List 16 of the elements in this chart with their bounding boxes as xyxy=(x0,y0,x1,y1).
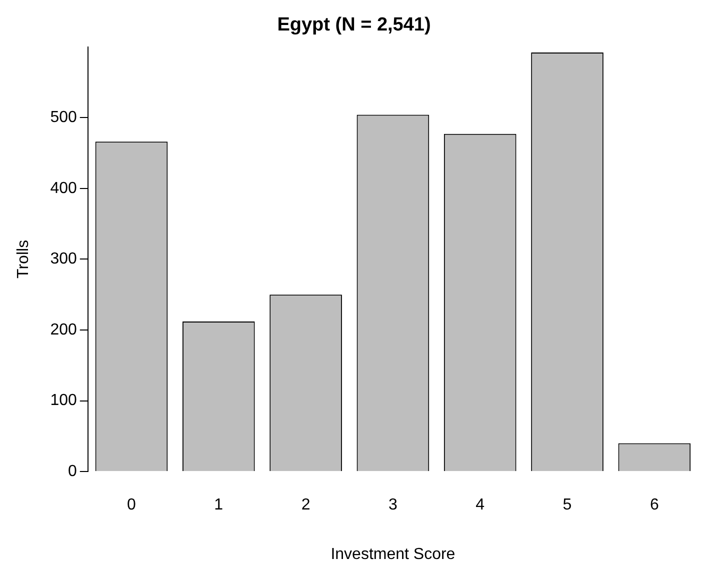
x-tick-label: 1 xyxy=(214,496,224,514)
x-tick-label: 6 xyxy=(650,496,659,514)
y-tick-label: 300 xyxy=(50,250,77,268)
y-axis-title: Trolls xyxy=(15,240,32,278)
x-tick-label: 0 xyxy=(127,496,136,514)
chart-title: Egypt (N = 2,541) xyxy=(277,14,431,36)
x-axis-title: Investment Score xyxy=(330,546,456,563)
x-tick-label: 5 xyxy=(562,496,572,514)
y-tick-label: 500 xyxy=(50,109,77,126)
y-tick-label: 0 xyxy=(68,463,77,480)
x-tick-label: 4 xyxy=(476,496,485,514)
x-tick-label: 2 xyxy=(301,496,310,514)
y-tick-label: 100 xyxy=(50,392,77,410)
x-tick-label: 3 xyxy=(388,496,398,514)
y-tick-label: 400 xyxy=(50,180,77,197)
y-tick-label: 200 xyxy=(50,321,77,338)
